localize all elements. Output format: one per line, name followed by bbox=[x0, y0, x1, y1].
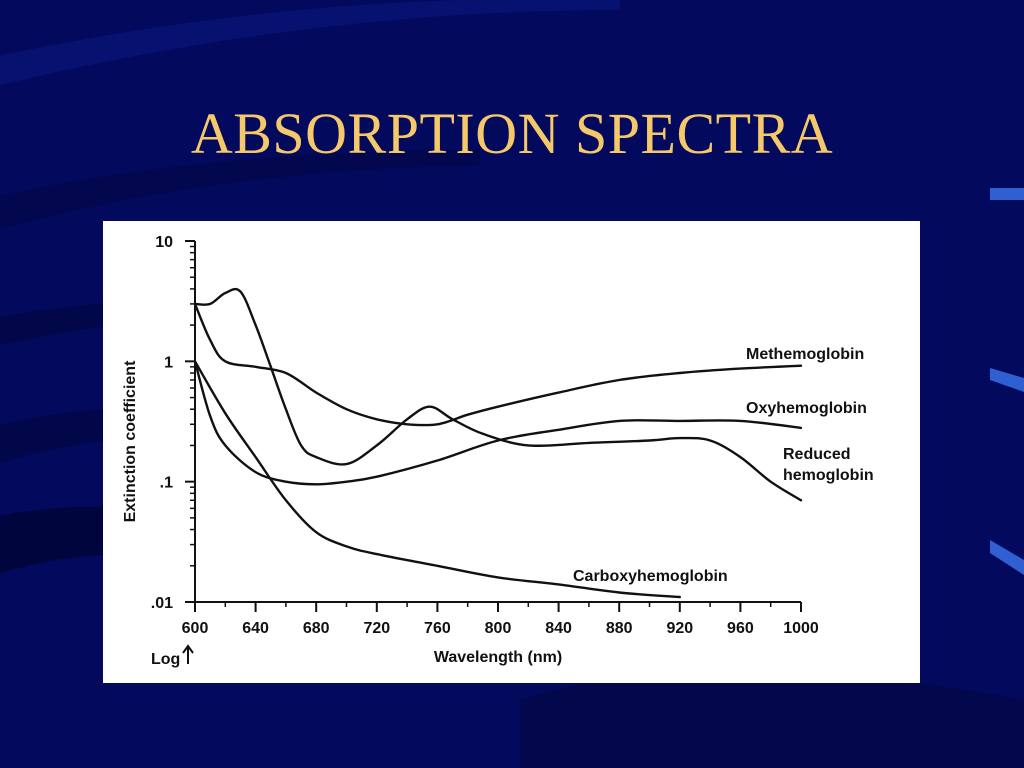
carboxyhemoglobin-label: Carboxyhemoglobin bbox=[573, 568, 728, 585]
reduced-hemoglobin-line bbox=[193, 287, 803, 502]
y-tick-label: .01 bbox=[151, 595, 173, 612]
x-tick-label: 840 bbox=[545, 620, 572, 637]
background-swoosh bbox=[0, 150, 480, 230]
x-tick-label: 880 bbox=[606, 620, 633, 637]
series-layer bbox=[193, 287, 803, 599]
x-tick-label: 720 bbox=[363, 620, 390, 637]
axes: .01 .1 1 10 600 640 680 720 760 800 840 880 920 960 10… bbox=[122, 234, 819, 668]
x-axis-title: Wavelength (nm) bbox=[434, 649, 562, 666]
reduced-hemoglobin-label: Reduced hemoglobin bbox=[783, 446, 874, 484]
y-tick-label: 1 bbox=[164, 354, 173, 371]
accent-dash bbox=[990, 188, 1024, 200]
x-tick-label: 1000 bbox=[783, 620, 819, 637]
x-tick-label: 920 bbox=[666, 620, 693, 637]
x-tick-label: 680 bbox=[303, 620, 330, 637]
accent-dash bbox=[990, 368, 1024, 392]
methemoglobin-line bbox=[193, 302, 803, 427]
methemoglobin-label: Methemoglobin bbox=[746, 346, 864, 363]
x-tick-label: 960 bbox=[727, 620, 754, 637]
y-axis-title: Extinction coefficient bbox=[122, 360, 139, 522]
oxyhemoglobin-label: Oxyhemoglobin bbox=[746, 400, 867, 417]
oxyhemoglobin-line bbox=[193, 360, 803, 486]
log-arrow-icon bbox=[182, 644, 194, 664]
x-tick-label: 640 bbox=[242, 620, 269, 637]
x-tick-label: 760 bbox=[424, 620, 451, 637]
chart-panel: .01 .1 1 10 600 640 680 720 760 800 840 880 920 960 10… bbox=[103, 221, 920, 683]
slide-title: ABSORPTION SPECTRA bbox=[190, 101, 834, 166]
log-scale-note: Log bbox=[151, 651, 180, 668]
absorption-chart: .01 .1 1 10 600 640 680 720 760 800 840 880 920 960 10… bbox=[122, 234, 874, 668]
x-tick-label: 800 bbox=[485, 620, 512, 637]
background-swoosh bbox=[0, 0, 620, 86]
background-swoosh bbox=[520, 670, 1024, 768]
y-tick-label: .1 bbox=[160, 475, 173, 492]
labels-layer: Methemoglobin Oxyhemoglobin Reduced hemoglo… bbox=[573, 346, 874, 585]
x-tick-label: 600 bbox=[182, 620, 209, 637]
carboxyhemoglobin-line bbox=[193, 360, 681, 599]
accent-dash bbox=[990, 540, 1024, 575]
y-tick-label: 10 bbox=[155, 234, 173, 251]
